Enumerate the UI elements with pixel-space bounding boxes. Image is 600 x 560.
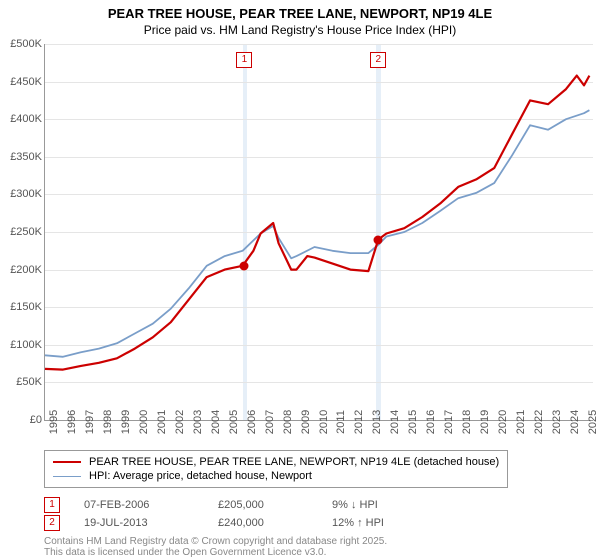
sale-date: 19-JUL-2013	[84, 517, 194, 529]
series-line	[45, 110, 589, 357]
plot-area: 12	[44, 44, 593, 421]
y-axis-label: £400K	[10, 113, 42, 125]
y-axis-label: £350K	[10, 151, 42, 163]
x-axis-label: 2015	[407, 410, 419, 434]
sale-diff: 12% ↑ HPI	[332, 517, 422, 529]
sales-table: 1 07-FEB-2006 £205,000 9% ↓ HPI 2 19-JUL-2013…	[44, 496, 422, 532]
x-axis-label: 2024	[569, 410, 581, 434]
series-line	[45, 76, 589, 370]
y-axis-label: £250K	[10, 226, 42, 238]
x-axis-label: 1996	[66, 410, 78, 434]
x-axis-label: 2012	[353, 410, 365, 434]
x-axis-label: 2020	[497, 410, 509, 434]
legend-label: PEAR TREE HOUSE, PEAR TREE LANE, NEWPORT…	[89, 456, 499, 468]
x-axis-label: 2010	[318, 410, 330, 434]
x-axis-label: 2007	[264, 410, 276, 434]
sale-marker-dot	[374, 235, 383, 244]
attribution-line: This data is licensed under the Open Gov…	[44, 547, 387, 558]
y-axis-label: £150K	[10, 301, 42, 313]
x-axis-label: 1995	[48, 410, 60, 434]
x-axis-label: 2019	[479, 410, 491, 434]
x-axis-label: 2006	[246, 410, 258, 434]
x-axis-label: 2025	[587, 410, 599, 434]
attribution-line: Contains HM Land Registry data © Crown c…	[44, 536, 387, 547]
y-axis-label: £200K	[10, 264, 42, 276]
sale-diff: 9% ↓ HPI	[332, 499, 422, 511]
sale-row: 2 19-JUL-2013 £240,000 12% ↑ HPI	[44, 514, 422, 532]
y-axis-label: £50K	[16, 376, 42, 388]
sale-price: £205,000	[218, 499, 308, 511]
x-axis-label: 2009	[300, 410, 312, 434]
y-axis-label: £0	[30, 414, 42, 426]
x-axis-label: 2002	[174, 410, 186, 434]
chart-container: PEAR TREE HOUSE, PEAR TREE LANE, NEWPORT…	[0, 0, 600, 560]
x-axis-label: 2008	[282, 410, 294, 434]
x-axis-label: 2005	[228, 410, 240, 434]
legend-label: HPI: Average price, detached house, Newp…	[89, 470, 312, 482]
y-axis-label: £300K	[10, 188, 42, 200]
x-axis-label: 2022	[533, 410, 545, 434]
x-axis-label: 2000	[138, 410, 150, 434]
y-axis-label: £500K	[10, 38, 42, 50]
x-axis-label: 2021	[515, 410, 527, 434]
x-axis-label: 2004	[210, 410, 222, 434]
attribution: Contains HM Land Registry data © Crown c…	[44, 536, 387, 558]
x-axis-label: 2014	[389, 410, 401, 434]
legend-swatch	[53, 461, 81, 463]
x-axis-label: 1997	[84, 410, 96, 434]
legend: PEAR TREE HOUSE, PEAR TREE LANE, NEWPORT…	[44, 450, 508, 488]
chart-title: PEAR TREE HOUSE, PEAR TREE LANE, NEWPORT…	[0, 0, 600, 23]
legend-item: HPI: Average price, detached house, Newp…	[53, 469, 499, 483]
y-axis-label: £100K	[10, 339, 42, 351]
x-axis-label: 1998	[102, 410, 114, 434]
x-axis-label: 2016	[425, 410, 437, 434]
x-axis-label: 2001	[156, 410, 168, 434]
legend-swatch	[53, 476, 81, 477]
chart-svg	[45, 44, 593, 420]
chart-subtitle: Price paid vs. HM Land Registry's House …	[0, 23, 600, 39]
y-axis-label: £450K	[10, 76, 42, 88]
sale-marker-label: 1	[236, 52, 252, 68]
x-axis-label: 2011	[335, 410, 347, 434]
x-axis-label: 2017	[443, 410, 455, 434]
sale-marker-label: 2	[370, 52, 386, 68]
sale-marker-dot	[240, 261, 249, 270]
x-axis-label: 2003	[192, 410, 204, 434]
legend-item: PEAR TREE HOUSE, PEAR TREE LANE, NEWPORT…	[53, 455, 499, 469]
sale-date: 07-FEB-2006	[84, 499, 194, 511]
x-axis-label: 1999	[120, 410, 132, 434]
sale-price: £240,000	[218, 517, 308, 529]
x-axis-label: 2023	[551, 410, 563, 434]
sale-row: 1 07-FEB-2006 £205,000 9% ↓ HPI	[44, 496, 422, 514]
x-axis-label: 2013	[371, 410, 383, 434]
x-axis-label: 2018	[461, 410, 473, 434]
sale-row-marker: 2	[44, 515, 60, 531]
sale-row-marker: 1	[44, 497, 60, 513]
